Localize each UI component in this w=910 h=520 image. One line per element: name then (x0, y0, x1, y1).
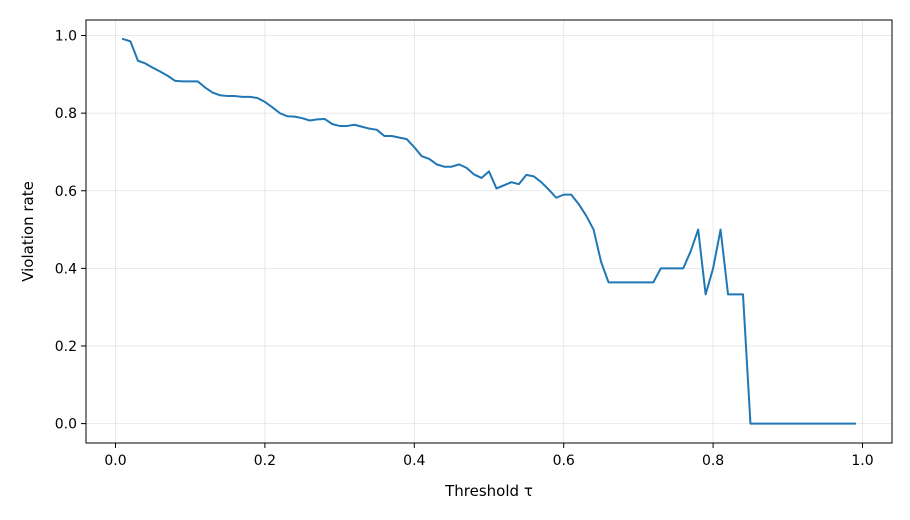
series-line (121, 37, 857, 425)
y-tick-label: 1.0 (55, 29, 77, 45)
plot-area (86, 20, 892, 443)
x-tick-label: 0.4 (403, 453, 425, 469)
x-tick-label: 0.0 (104, 453, 126, 469)
x-tick-label: 0.2 (254, 453, 276, 469)
y-axis-ticks: 0.0 0.2 0.4 0.6 0.8 1.0 (55, 29, 86, 433)
plot-frame (85, 19, 893, 444)
y-tick-label: 0.6 (55, 184, 77, 200)
y-tick-label: 0.8 (55, 106, 77, 122)
x-tick-label: 0.8 (702, 453, 724, 469)
x-tick-label: 1.0 (851, 453, 873, 469)
series-layer (121, 37, 857, 425)
y-axis-label: Violation rate (19, 181, 37, 282)
x-axis-ticks: 0.0 0.2 0.4 0.6 0.8 1.0 (104, 443, 874, 469)
y-tick-label: 0.4 (55, 261, 77, 277)
y-tick-label: 0.2 (55, 339, 77, 355)
x-axis-label: Threshold τ (444, 482, 533, 500)
x-tick-label: 0.6 (553, 453, 575, 469)
y-tick-label: 0.0 (55, 417, 77, 433)
